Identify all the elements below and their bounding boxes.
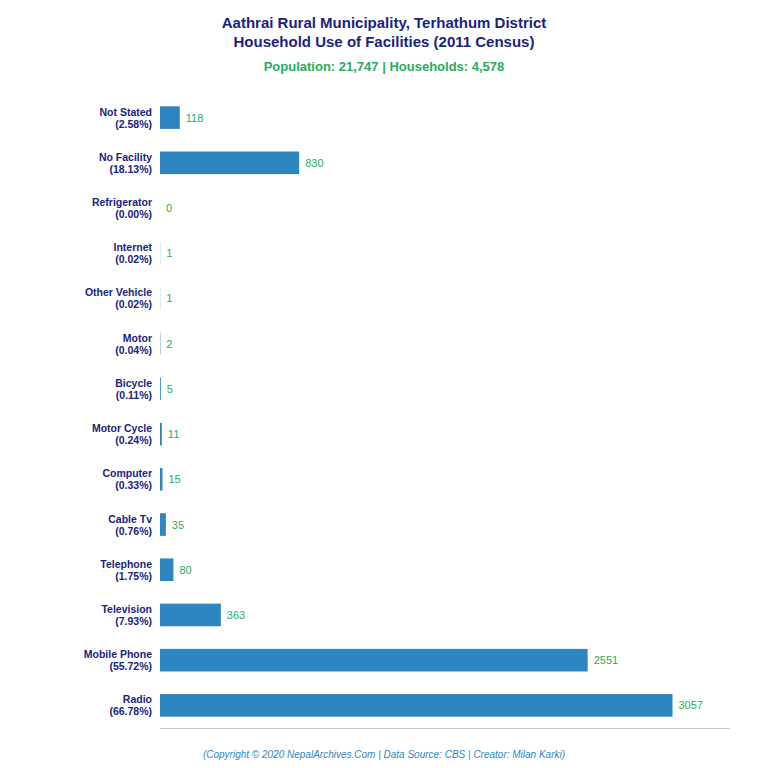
data-label: 1 xyxy=(166,247,172,259)
background xyxy=(0,0,768,768)
data-label: 15 xyxy=(169,473,181,485)
category-label: Refrigerator(0.00%) xyxy=(92,196,152,220)
bar xyxy=(160,197,161,220)
bar xyxy=(160,287,161,310)
bar xyxy=(160,378,161,401)
category-label: Mobile Phone(55.72%) xyxy=(84,648,152,672)
category-label: Computer(0.33%) xyxy=(102,467,152,491)
bar xyxy=(160,106,180,129)
bar xyxy=(160,513,166,536)
bar xyxy=(160,558,173,581)
category-label: Bicycle(0.11%) xyxy=(115,377,152,401)
labels: 305725513638035151152110830118Radio(66.7… xyxy=(84,106,703,718)
data-label: 830 xyxy=(305,157,323,169)
data-label: 3057 xyxy=(678,699,702,711)
category-label: Motor(0.04%) xyxy=(115,332,152,356)
data-label: 2 xyxy=(166,338,172,350)
category-label: Radio(66.78%) xyxy=(109,693,152,717)
category-label: Telephone(1.75%) xyxy=(100,558,152,582)
bar xyxy=(160,468,163,491)
category-label: Cable Tv(0.76%) xyxy=(108,513,152,537)
bar xyxy=(160,604,221,627)
title: Aathrai Rural Municipality, Terhathum Di… xyxy=(222,14,547,50)
data-label: 363 xyxy=(227,609,245,621)
category-label: Internet(0.02%) xyxy=(113,241,152,265)
bar xyxy=(160,649,588,672)
footer: (Copyright © 2020 NepalArchives.Com | Da… xyxy=(203,749,565,760)
chart-container: Aathrai Rural Municipality, Terhathum Di… xyxy=(0,0,768,768)
data-label: 1 xyxy=(166,292,172,304)
data-label: 11 xyxy=(168,428,179,440)
x-axis-line xyxy=(160,728,730,729)
category-label: Television(7.93%) xyxy=(101,603,152,627)
data-label: 5 xyxy=(167,383,173,395)
bar xyxy=(160,152,299,175)
category-label: Other Vehicle(0.02%) xyxy=(85,286,152,310)
data-label: 118 xyxy=(186,112,204,124)
bars xyxy=(160,106,672,716)
chart: Aathrai Rural Municipality, Terhathum Di… xyxy=(0,0,768,768)
category-label: No Facility(18.13%) xyxy=(99,151,152,175)
data-label: 80 xyxy=(179,564,191,576)
data-label: 35 xyxy=(172,519,184,531)
data-label: 2551 xyxy=(594,654,618,666)
bar xyxy=(160,332,161,355)
category-label: Not Stated(2.58%) xyxy=(100,106,153,130)
bar xyxy=(160,423,162,446)
subtitle: Population: 21,747 | Households: 4,578 xyxy=(264,59,505,74)
category-label: Motor Cycle(0.24%) xyxy=(92,422,152,446)
data-label: 0 xyxy=(166,202,172,214)
bar xyxy=(160,242,161,265)
bar xyxy=(160,694,672,717)
